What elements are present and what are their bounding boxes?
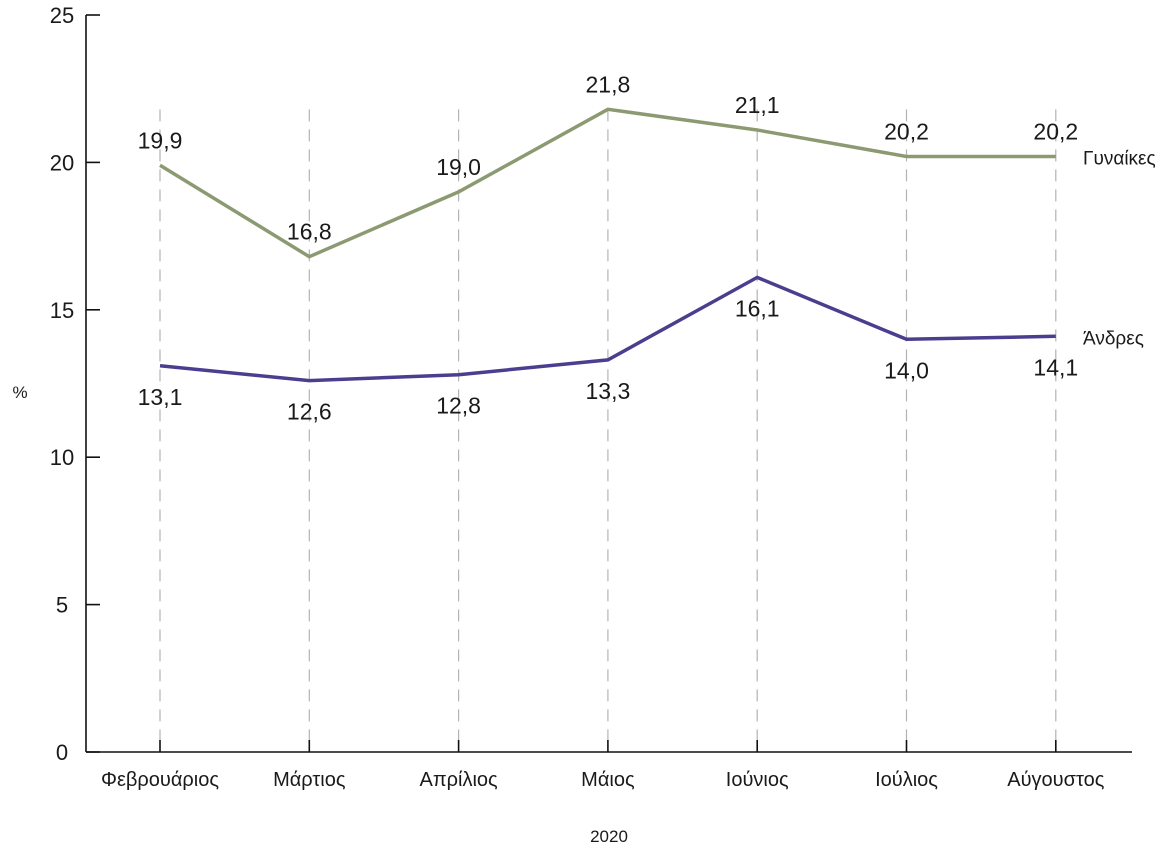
data-label: 19,9 xyxy=(138,127,183,153)
data-label: 20,2 xyxy=(884,119,929,145)
data-label: 12,8 xyxy=(436,393,481,419)
y-tick-label: 10 xyxy=(50,445,74,470)
series-line-2 xyxy=(159,275,1056,383)
data-labels: 19,916,819,021,821,120,2 20,2Γυναίκες13,1… xyxy=(138,71,1156,424)
x-tick-label: Μάρτιος xyxy=(273,769,346,791)
data-label: 20,2 xyxy=(1033,119,1078,145)
grid-lines xyxy=(159,109,1057,740)
data-label: 13,1 xyxy=(138,384,183,410)
data-label: 14,0 xyxy=(884,357,929,383)
data-label: 21,1 xyxy=(735,92,780,118)
x-tick-label: Ιούνιος xyxy=(726,769,789,791)
y-tick-label: 15 xyxy=(50,298,74,323)
data-label: 13,3 xyxy=(586,378,631,404)
x-tick-label: Απρίλιος xyxy=(420,769,499,791)
x-tick-label: Μάιος xyxy=(581,769,635,791)
series-name-label: Γυναίκες xyxy=(1083,149,1156,170)
y-tick-label: 0 xyxy=(56,740,68,765)
x-axis-label: 2020 xyxy=(590,827,628,846)
y-axis-label: % xyxy=(12,383,27,402)
y-tick-label: 5 xyxy=(56,593,68,618)
y-tick-label: 25 xyxy=(50,3,74,28)
series xyxy=(159,107,1056,383)
axes xyxy=(85,15,1132,753)
data-label: 16,8 xyxy=(287,219,332,245)
x-tick-label: Φεβρουάριος xyxy=(101,769,219,791)
series-line-1 xyxy=(159,107,1056,259)
y-ticks: 0 5 10 15 20 25 xyxy=(50,3,100,765)
x-tick-label: Ιούλιος xyxy=(875,769,938,791)
data-label: 21,8 xyxy=(586,71,631,97)
y-tick-label: 20 xyxy=(50,150,74,175)
data-label: 19,0 xyxy=(436,154,481,180)
x-tick-label: Αύγουστος xyxy=(1007,769,1104,791)
data-label: 12,6 xyxy=(287,399,332,425)
data-label: 14,1 xyxy=(1033,354,1078,380)
x-ticks: Φεβρουάριος Μάρτιος Απρίλιος Μάιος Ιούνιος Ιο… xyxy=(101,740,1105,791)
series-name-label: Άνδρες xyxy=(1083,328,1144,349)
data-label: 16,1 xyxy=(735,295,780,321)
